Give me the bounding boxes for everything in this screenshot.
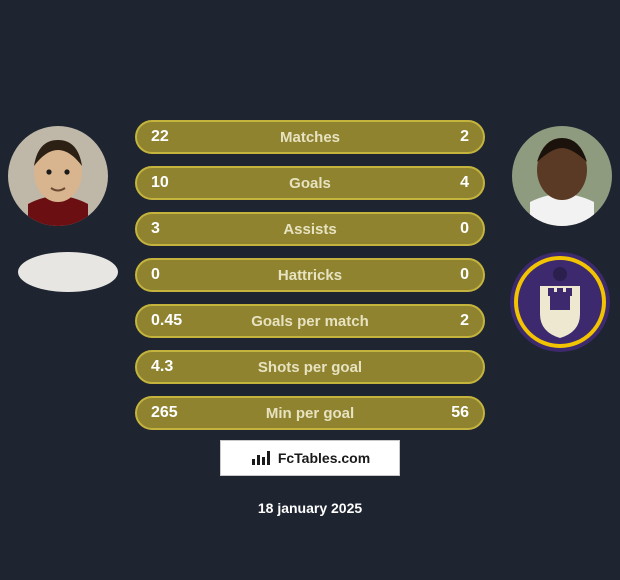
stat-right-value: 0 <box>460 266 469 284</box>
stat-row: 0.45 Goals per match 2 <box>135 304 485 338</box>
stat-left-value: 22 <box>151 128 169 146</box>
player-left-avatar-svg <box>8 126 108 226</box>
stat-left-value: 3 <box>151 220 160 238</box>
player-right-avatar-svg <box>512 126 612 226</box>
stat-label: Goals <box>289 175 331 192</box>
stat-label: Hattricks <box>278 267 342 284</box>
source-label: FcTables.com <box>278 450 370 466</box>
stat-left-value: 4.3 <box>151 358 173 376</box>
stat-label: Shots per goal <box>258 359 362 376</box>
date-label: 18 january 2025 <box>258 500 362 516</box>
stat-right-value: 2 <box>460 312 469 330</box>
stat-row: 265 Min per goal 56 <box>135 396 485 430</box>
stat-label: Min per goal <box>266 405 354 422</box>
source-badge: FcTables.com <box>220 440 400 476</box>
club-right-badge <box>510 252 610 352</box>
stat-right-value: 56 <box>451 404 469 422</box>
bar-chart-icon <box>250 449 272 467</box>
stat-rows: 22 Matches 2 10 Goals 4 3 Assists 0 0 Ha… <box>135 120 485 442</box>
stat-left-value: 10 <box>151 174 169 192</box>
club-right-badge-svg <box>510 252 610 352</box>
stat-label: Goals per match <box>251 313 369 330</box>
player-right-avatar <box>512 126 612 226</box>
player-left-avatar <box>8 126 108 226</box>
stat-right-value: 4 <box>460 174 469 192</box>
stat-row: 10 Goals 4 <box>135 166 485 200</box>
stat-row: 22 Matches 2 <box>135 120 485 154</box>
stat-right-value: 2 <box>460 128 469 146</box>
stat-row: 3 Assists 0 <box>135 212 485 246</box>
stat-row: 4.3 Shots per goal <box>135 350 485 384</box>
stat-label: Matches <box>280 129 340 146</box>
stat-label: Assists <box>283 221 336 238</box>
comparison-card: PantoviÄ‡ vs Benjamin Tetteh Club compet… <box>0 0 620 580</box>
stat-left-value: 0 <box>151 266 160 284</box>
stat-right-value: 0 <box>460 220 469 238</box>
club-left-badge <box>18 252 118 292</box>
stat-left-value: 0.45 <box>151 312 182 330</box>
stat-row: 0 Hattricks 0 <box>135 258 485 292</box>
stat-left-value: 265 <box>151 404 178 422</box>
